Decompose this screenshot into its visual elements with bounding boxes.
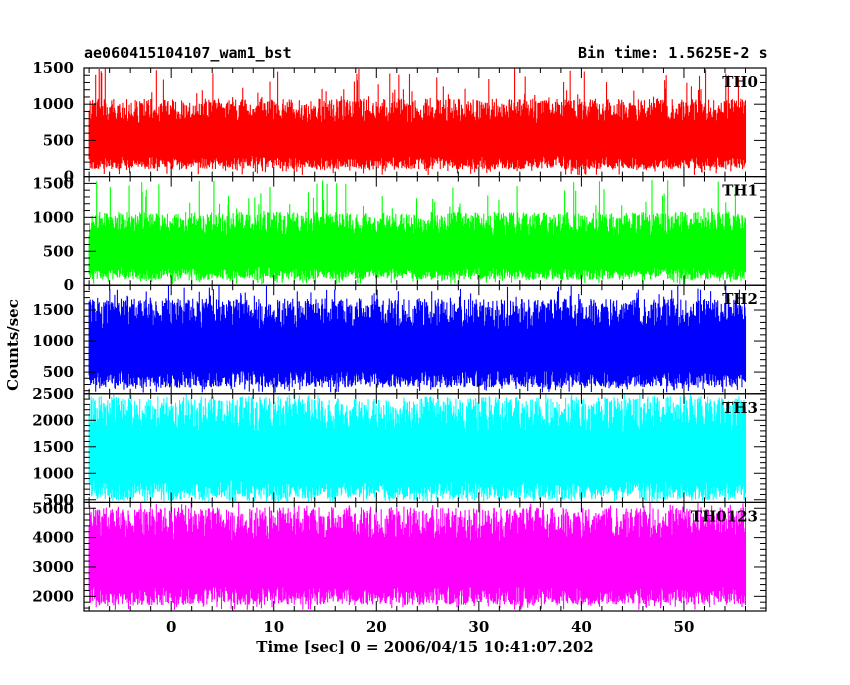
y-tick-label: 2000 — [32, 587, 74, 605]
x-tick-label: 30 — [468, 618, 489, 636]
x-tick-label: 10 — [263, 618, 284, 636]
y-tick-label: 1000 — [32, 464, 74, 482]
y-tick-label: 500 — [43, 242, 74, 260]
panel-th2: 500 1000 1500 TH2 — [32, 284, 767, 395]
y-tick-label: 1000 — [32, 332, 74, 350]
y-tick-label: 500 — [43, 131, 74, 149]
y-tick-label: 2000 — [32, 411, 74, 429]
y-tick-label: 0 — [64, 276, 74, 294]
panel-label: TH3 — [722, 399, 758, 417]
y-tick-label: 1500 — [32, 301, 74, 319]
y-tick-label: 1500 — [32, 59, 74, 77]
y-tick-label: 1000 — [32, 208, 74, 226]
panel-th1: 0 500 1000 1500 TH1 — [32, 174, 767, 294]
series-line-th1 — [88, 180, 747, 285]
panel-th0123: 2000 3000 4000 5000 TH0123 — [32, 499, 767, 612]
y-tick-label: 500 — [43, 363, 74, 381]
panel-frame — [83, 501, 767, 612]
panel-label: TH1 — [722, 182, 758, 200]
y-tick-label: 2500 — [32, 385, 74, 403]
panel-th3: 500 1000 1500 2000 2500 TH3 — [32, 385, 767, 509]
y-tick-label: 1500 — [32, 438, 74, 456]
series-line-th3 — [88, 393, 747, 502]
y-tick-label: 1500 — [32, 174, 74, 192]
panel-label: TH2 — [722, 290, 758, 308]
y-tick-label: 5000 — [32, 499, 74, 517]
y-tick-label: 4000 — [32, 529, 74, 547]
y-tick-label: 500 — [43, 491, 74, 509]
series-line-th0 — [88, 68, 747, 175]
panel-label: TH0 — [722, 73, 758, 91]
chart-title: ae060415104107_wam1_bst — [84, 44, 292, 62]
x-tick-label: 50 — [674, 618, 695, 636]
y-tick-label: 3000 — [32, 558, 74, 576]
panel-label: TH0123 — [691, 507, 758, 525]
panel-th0: 0 500 1000 1500 TH0 — [32, 59, 767, 186]
y-axis-label: Counts/sec — [4, 299, 22, 391]
y-tick-label: 1000 — [32, 95, 74, 113]
series-line-th2 — [88, 285, 747, 393]
x-tick-label: 40 — [571, 618, 592, 636]
x-axis-label: Time [sec] 0 = 2006/04/15 10:41:07.202 — [256, 638, 594, 656]
chart-subtitle: Bin time: 1.5625E-2 s — [578, 44, 768, 62]
x-tick-label: 0 — [166, 618, 176, 636]
y-tick-label: 0 — [64, 168, 74, 186]
x-tick-label: 20 — [366, 618, 387, 636]
series-line-th0123 — [88, 502, 747, 610]
